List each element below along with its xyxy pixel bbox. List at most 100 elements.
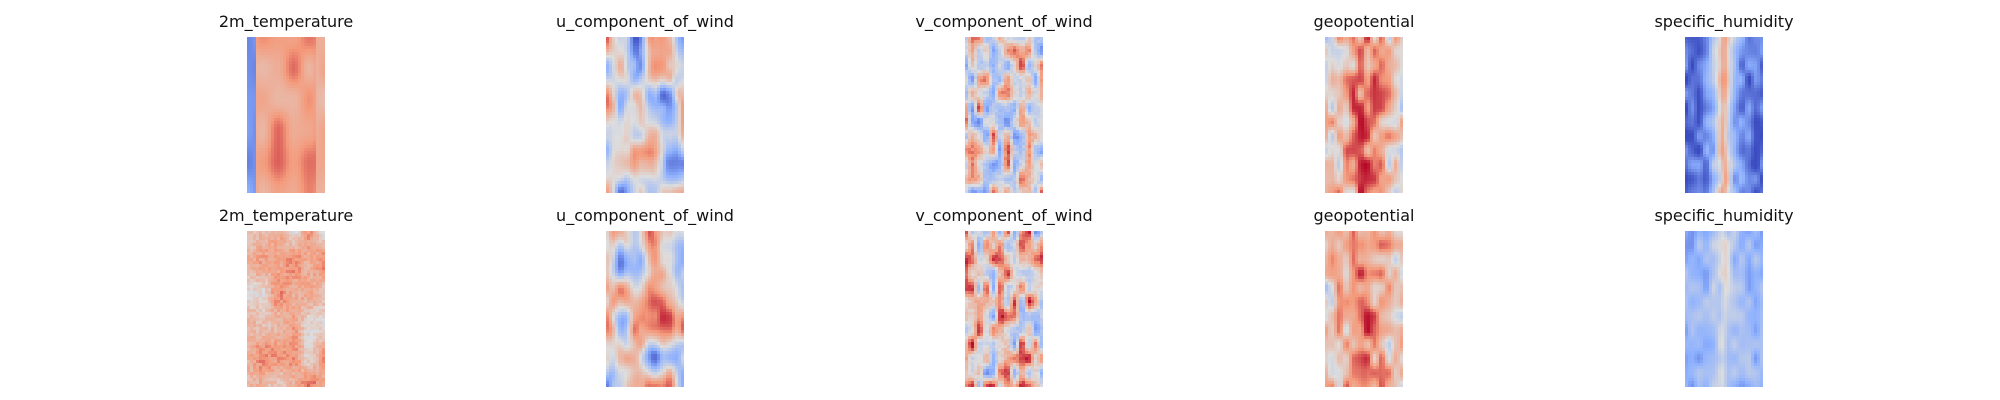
heatmap-cell [1379,130,1383,134]
heatmap-cell [624,88,628,92]
heatmap-cell [262,142,266,146]
heatmap-cell [1019,37,1023,41]
heatmap-cell [660,61,664,65]
heatmap-cell [974,49,978,53]
heatmap-cell [307,112,311,116]
heatmap-cell [1022,184,1026,188]
heatmap-cell [983,94,987,98]
heatmap-cell [256,184,260,188]
heatmap-cell [980,61,984,65]
heatmap-cell [1364,115,1368,119]
heatmap-cell [666,76,670,80]
heatmap-cell [1004,64,1008,68]
heatmap-cell [1364,139,1368,143]
heatmap-cell [630,67,634,71]
heatmap-cell [298,163,302,167]
heatmap-cell [1346,112,1350,116]
heatmap-cell [615,55,619,59]
heatmap-cell [280,52,284,56]
heatmap-cell [1388,73,1392,77]
heatmap-cell [980,130,984,134]
heatmap-cell [977,121,981,125]
heatmap-cell [1037,58,1041,62]
heatmap-cell [1388,106,1392,110]
heatmap-cell [666,70,670,74]
heatmap-cell [1394,115,1398,119]
heatmap-cell [1025,124,1029,128]
heatmap-cell [669,136,673,140]
heatmap-cell [1013,157,1017,161]
heatmap-cell [1331,61,1335,65]
heatmap-cell [678,61,682,65]
heatmap-cell [663,91,667,95]
heatmap-cell [253,55,257,59]
heatmap-cell [247,142,251,146]
heatmap-cell [1013,76,1017,80]
heatmap-cell [1040,136,1043,140]
heatmap-cell [1016,61,1020,65]
heatmap-cell [675,67,679,71]
heatmap-cell [995,124,999,128]
heatmap-cell [1331,112,1335,116]
heatmap-cell [286,172,290,176]
heatmap-cell [663,118,667,122]
heatmap-cell [1388,109,1392,113]
heatmap-cell [1004,190,1008,193]
heatmap-cell [983,163,987,167]
heatmap-cell [971,109,975,113]
heatmap-cell [1343,85,1347,89]
heatmap-cell [609,124,613,128]
heatmap-cell [316,106,320,110]
heatmap-cell [301,157,305,161]
heatmap-cell [971,37,975,41]
heatmap-cell [247,166,251,170]
heatmap-cell [657,175,661,179]
heatmap-cell [627,49,631,53]
heatmap-cell [672,145,676,149]
heatmap-cell [277,58,281,62]
heatmap-cell [1022,112,1026,116]
heatmap-cell [1007,184,1011,188]
heatmap-cell [1340,124,1344,128]
heatmap-cell [295,160,299,164]
heatmap-cell [992,91,996,95]
heatmap-cell [995,169,999,173]
heatmap-cell [283,145,287,149]
heatmap-cell [980,163,984,167]
heatmap-cell [1034,70,1038,74]
heatmap-cell [1037,136,1041,140]
heatmap-cell [1013,91,1017,95]
heatmap-cell [627,154,631,158]
heatmap-cell [1388,118,1392,122]
heatmap-cell [651,100,655,104]
heatmap-cell [1013,37,1017,41]
heatmap-cell [247,40,251,44]
heatmap-cell [672,67,676,71]
heatmap-cell [663,172,667,176]
heatmap-cell [301,181,305,185]
heatmap-cell [980,73,984,77]
heatmap-cell [642,181,646,185]
heatmap-cell [307,85,311,89]
heatmap-cell [1367,142,1371,146]
heatmap-cell [630,58,634,62]
heatmap-cell [271,61,275,65]
heatmap-cell [660,139,664,143]
heatmap-cell [965,148,969,152]
heatmap-cell [1358,55,1362,59]
heatmap-cell [1007,115,1011,119]
heatmap-cell [298,127,302,131]
heatmap-cell [1325,40,1329,44]
heatmap-cell [307,37,311,41]
heatmap-cell [1328,64,1332,68]
heatmap-cell [648,157,652,161]
heatmap-cell [648,76,652,80]
heatmap-cell [1361,73,1365,77]
heatmap-cell [1346,73,1350,77]
heatmap-cell [259,136,263,140]
heatmap-cell [319,178,323,182]
heatmap-cell [636,40,640,44]
heatmap-cell [612,139,616,143]
heatmap-cell [657,145,661,149]
heatmap-cell [310,103,314,107]
